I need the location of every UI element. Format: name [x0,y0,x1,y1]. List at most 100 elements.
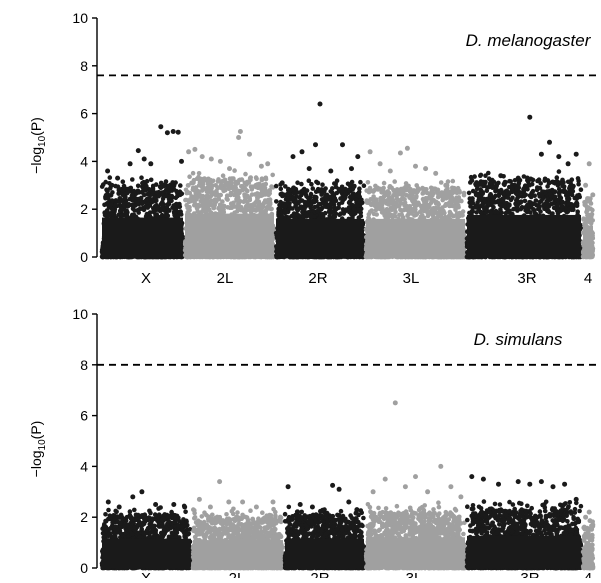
data-point [301,188,306,194]
data-point [263,175,269,181]
data-point [358,213,364,219]
data-point [99,184,105,189]
data-point [107,175,113,180]
data-point [308,212,314,217]
data-point-outlier [317,101,323,107]
data-point [109,182,115,188]
data-point [263,209,268,214]
data-point-outlier [299,149,305,155]
data-point-outlier [313,142,318,148]
data-point [221,207,226,212]
data-point [306,178,312,183]
data-point-outlier [258,163,264,169]
data-point [170,180,175,185]
data-point-outlier [164,130,170,136]
data-point [397,212,402,218]
data-point [235,198,241,204]
data-point [206,178,211,184]
data-point [184,190,190,196]
data-point-outlier [236,135,242,140]
data-point [202,176,207,181]
data-point [190,170,196,176]
data-point [295,207,301,213]
data-point [190,187,196,192]
data-point [253,175,259,180]
data-point [125,210,130,215]
data-point [355,203,360,208]
data-point [358,179,363,185]
data-point [159,185,164,190]
data-point [199,188,205,193]
data-point [144,196,150,202]
data-point [146,191,151,197]
data-point-outlier [170,129,176,134]
data-point [259,207,264,212]
data-point [290,195,296,201]
data-point-outlier [328,168,334,174]
data-point [104,208,110,213]
data-point-outlier [105,168,111,174]
data-point [338,211,344,216]
data-point [361,183,367,188]
data-point [187,174,192,179]
data-point [247,175,253,181]
data-point [164,193,169,199]
data-point [357,207,363,212]
data-point [135,196,141,202]
data-point [139,189,145,195]
data-point [212,197,217,203]
data-point [156,193,162,199]
data-point [115,184,121,189]
data-point [329,209,335,215]
data-point [442,210,447,216]
data-point [291,191,297,196]
data-point [205,193,211,199]
data-point-outlier [208,156,214,162]
data-point [177,201,182,207]
data-point [103,179,108,185]
data-point [191,177,197,183]
data-point [315,180,321,186]
data-point [117,208,123,214]
data-point [320,182,325,187]
data-point [116,191,121,196]
data-point [178,183,183,188]
data-point [121,201,126,207]
data-point [270,172,276,178]
data-point [110,190,115,195]
data-point [226,186,232,192]
data-point [191,195,197,201]
data-point [102,202,107,208]
data-point [172,211,177,216]
data-point [285,200,291,206]
data-point [217,202,223,208]
data-point [195,188,201,194]
data-point [334,206,339,212]
chromosome-2L-points [182,129,277,260]
dense-points-band [102,217,183,257]
data-point [158,201,164,207]
chromosome-X-points [99,124,186,260]
data-point [177,209,182,215]
data-point [148,187,153,193]
data-point-outlier [127,161,133,167]
data-point [315,208,320,214]
data-point [216,195,221,201]
data-point [196,174,201,180]
data-point [228,178,234,183]
data-point-outlier [237,129,243,134]
data-point [300,209,305,215]
data-point [125,190,130,196]
data-point [109,212,115,217]
data-point [339,188,345,194]
data-point [220,173,226,178]
data-point [252,203,257,208]
data-point [139,201,145,206]
data-point [163,187,169,193]
data-point [155,206,161,211]
data-point [255,185,261,191]
data-point [211,205,216,210]
data-point [349,211,355,216]
data-point-outlier [349,166,354,172]
